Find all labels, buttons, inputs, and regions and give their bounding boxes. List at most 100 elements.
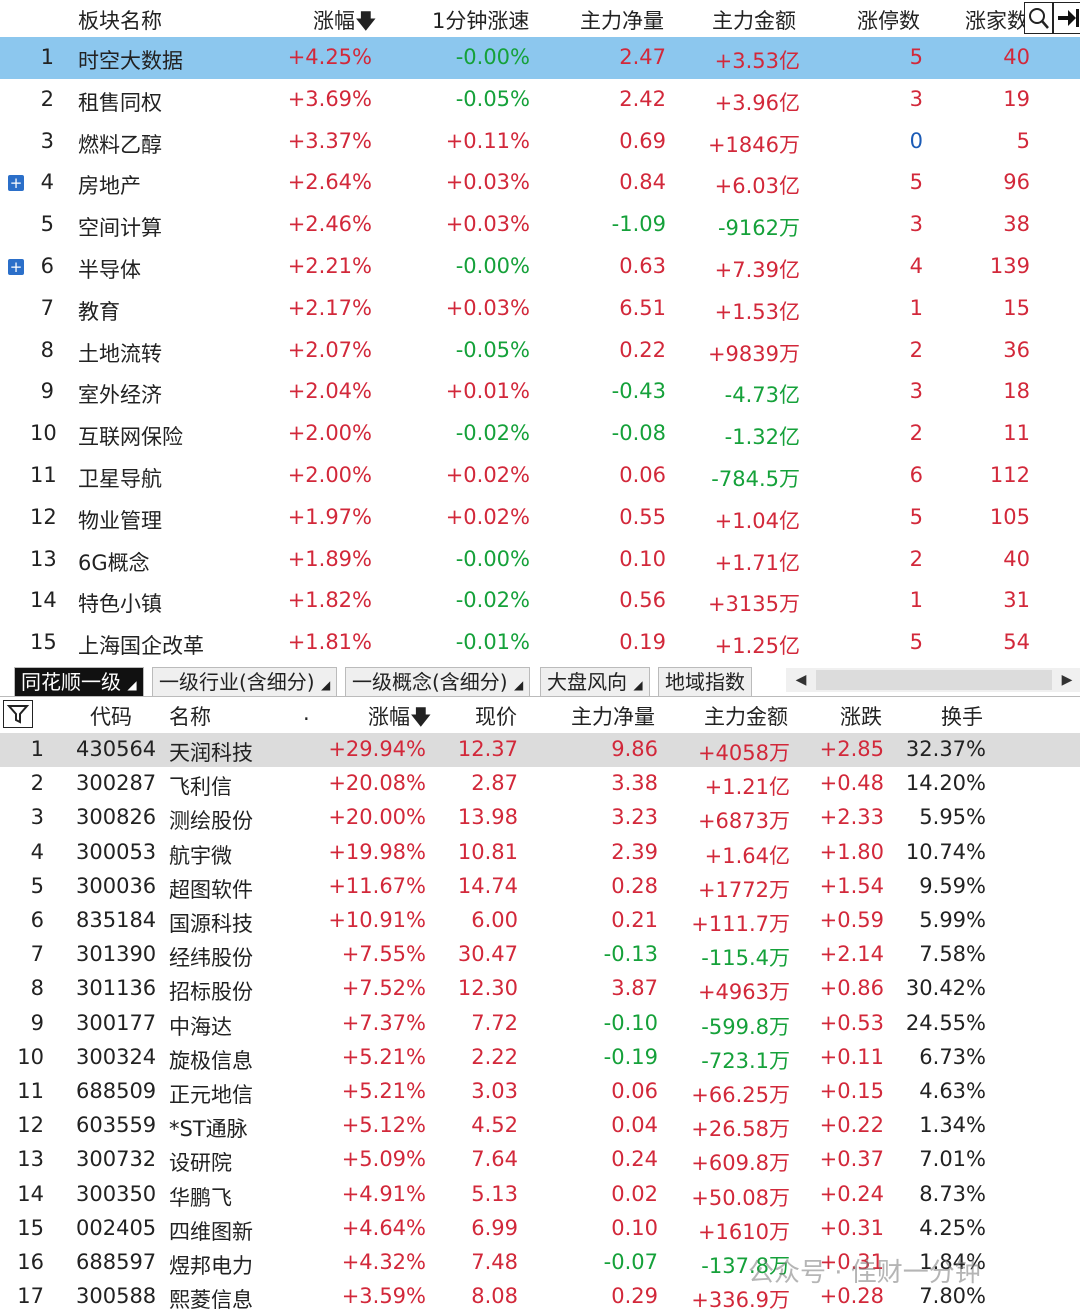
stock-row[interactable]: 5 300036 超图软件 +11.67% 14.74 0.28 +1772万 +1.54 9.… (0, 870, 1080, 904)
scrollbar-thumb[interactable] (816, 670, 1052, 690)
col-header-amount[interactable]: 主力金额 (704, 705, 788, 729)
stock-row[interactable]: 1 430564 天润科技 +29.94% 12.37 9.86 +4058万 +2.85 32… (0, 733, 1080, 767)
limitup-count: 3 (909, 379, 923, 404)
filter-button[interactable] (3, 700, 33, 728)
change-pct: +20.08% (328, 771, 426, 796)
speed-pct: +0.01% (445, 379, 530, 404)
net-volume: -0.10 (603, 1010, 658, 1035)
col-header-sector-name[interactable]: 板块名称 (78, 9, 162, 33)
net-amount: -599.8万 (701, 1014, 790, 1039)
stock-row[interactable]: 2 300287 飞利信 +20.08% 2.87 3.38 +1.21亿 +0.48 14.2… (0, 767, 1080, 801)
sector-row[interactable]: 14 特色小镇 +1.82% -0.02% 0.56 +3135万 1 31 (0, 580, 1080, 622)
stock-row[interactable]: 17 300588 熙菱信息 +3.59% 8.08 0.29 +336.9万 +0.28 7.… (0, 1280, 1080, 1314)
stock-row[interactable]: 9 300177 中海达 +7.37% 7.72 -0.10 -599.8万 +0.53 24.… (0, 1007, 1080, 1041)
sector-row[interactable]: 2 租售同权 +3.69% -0.05% 2.42 +3.96亿 3 19 (0, 79, 1080, 121)
col-header-limitup[interactable]: 涨停数 (857, 9, 920, 33)
col-header-net[interactable]: 主力净量 (571, 705, 655, 729)
sector-row[interactable]: 5 空间计算 +2.46% +0.03% -1.09 -9162万 3 38 (0, 204, 1080, 246)
col-header-price[interactable]: 现价 (475, 705, 517, 729)
tab-level1-concept[interactable]: 一级概念(含细分) ◢ (345, 667, 531, 696)
net-amount: -4.73亿 (724, 383, 800, 408)
row-index: 1 (30, 737, 44, 761)
col-header-net[interactable]: 主力净量 (580, 9, 664, 33)
expand-plus-icon[interactable]: + (8, 258, 24, 276)
up-count: 18 (1003, 379, 1030, 404)
stock-row[interactable]: 15 002405 四维图新 +4.64% 6.99 0.10 +1610万 +0.31 4.2… (0, 1212, 1080, 1246)
turnover: 5.99% (919, 908, 986, 932)
sector-row[interactable]: 12 物业管理 +1.97% +0.02% 0.55 +1.04亿 5 105 (0, 497, 1080, 539)
stock-name: *ST通脉 (169, 1117, 248, 1142)
stock-row[interactable]: 7 301390 经纬股份 +7.55% 30.47 -0.13 -115.4万 +2.14 7… (0, 938, 1080, 972)
expand-panel-button[interactable] (1053, 2, 1080, 34)
col-header-name[interactable]: 名称 (169, 705, 211, 729)
sector-row[interactable]: 13 6G概念 +1.89% -0.00% 0.10 +1.71亿 2 40 (0, 539, 1080, 581)
change-pct: +5.12% (341, 1113, 426, 1138)
search-button[interactable] (1024, 2, 1053, 34)
stock-row[interactable]: 14 300350 华鹏飞 +4.91% 5.13 0.02 +50.08万 +0.24 8.7… (0, 1178, 1080, 1212)
row-index: 6 (40, 254, 54, 278)
sector-row[interactable]: 9 室外经济 +2.04% +0.01% -0.43 -4.73亿 3 18 (0, 371, 1080, 413)
sector-row[interactable]: 1 时空大数据 +4.25% -0.00% 2.47 +3.53亿 5 40 (0, 37, 1080, 79)
limitup-count: 1 (909, 588, 923, 613)
change-pct: +1.82% (287, 588, 372, 613)
col-header-diff[interactable]: 涨跌 (840, 705, 882, 729)
sector-row[interactable]: 15 上海国企改革 +1.81% -0.01% 0.19 +1.25亿 5 54 (0, 622, 1080, 664)
tab-scrollbar[interactable]: ◀ ▶ (786, 668, 1080, 692)
stock-name: 熙菱信息 (169, 1288, 253, 1313)
stock-row[interactable]: 10 300324 旋极信息 +5.21% 2.22 -0.19 -723.1万 +0.11 6… (0, 1041, 1080, 1075)
sector-row[interactable]: 7 教育 +2.17% +0.03% 6.51 +1.53亿 1 15 (0, 288, 1080, 330)
tab-dropdown-icon: ◢ (127, 678, 137, 692)
change-amount: +2.33 (819, 805, 884, 830)
net-amount: +336.9万 (691, 1288, 790, 1313)
col-header-code[interactable]: 代码 (90, 705, 132, 729)
row-index: 7 (30, 942, 44, 967)
tab-region-index[interactable]: 地域指数 (658, 667, 752, 696)
col-header-amount[interactable]: 主力金额 (712, 9, 796, 33)
stock-row[interactable]: 3 300826 测绘股份 +20.00% 13.98 3.23 +6873万 +2.33 5.… (0, 801, 1080, 835)
tab-level1-industry[interactable]: 一级行业(含细分) ◢ (152, 667, 338, 696)
sector-name: 时空大数据 (78, 49, 183, 73)
sector-row[interactable]: 3 燃料乙醇 +3.37% +0.11% 0.69 +1846万 0 5 (0, 121, 1080, 163)
change-pct: +7.37% (341, 1010, 426, 1035)
stock-row[interactable]: 16 688597 煜邦电力 +4.32% 7.48 -0.07 -137.8万 +0.31 1… (0, 1246, 1080, 1280)
sector-row[interactable]: +4 房地产 +2.64% +0.03% 0.84 +6.03亿 5 96 (0, 162, 1080, 204)
turnover: 32.37% (905, 737, 986, 761)
sector-row[interactable]: 8 土地流转 +2.07% -0.05% 0.22 +9839万 2 36 (0, 330, 1080, 372)
stock-code: 300350 (76, 1181, 157, 1206)
sector-row[interactable]: +6 半导体 +2.21% -0.00% 0.63 +7.39亿 4 139 (0, 246, 1080, 288)
col-header-upcount[interactable]: 涨家数 (965, 9, 1028, 33)
sector-name: 互联网保险 (78, 425, 183, 450)
limitup-count: 5 (909, 504, 923, 529)
change-amount: +0.37 (819, 1147, 884, 1172)
up-count: 5 (1016, 128, 1030, 153)
sector-row[interactable]: 11 卫星导航 +2.00% +0.02% 0.06 -784.5万 6 112 (0, 455, 1080, 497)
tab-label: 一级概念(含细分) (352, 670, 508, 694)
filter-icon (6, 705, 30, 724)
stock-row[interactable]: 11 688509 正元地信 +5.21% 3.03 0.06 +66.25万 +0.15 4.… (0, 1075, 1080, 1109)
stock-row[interactable]: 8 301136 招标股份 +7.52% 12.30 3.87 +4963万 +0.86 30.… (0, 972, 1080, 1006)
tab-market-trend[interactable]: 大盘风向 ◢ (540, 667, 650, 696)
net-amount: +26.58万 (691, 1117, 790, 1142)
col-header-turnover[interactable]: 换手 (941, 705, 983, 729)
sector-row[interactable]: 10 互联网保险 +2.00% -0.02% -0.08 -1.32亿 2 11 (0, 413, 1080, 455)
scroll-left-icon[interactable]: ◀ (795, 672, 807, 688)
stock-row[interactable]: 12 603559 *ST通脉 +5.12% 4.52 0.04 +26.58万 +0.22 1… (0, 1109, 1080, 1143)
net-volume: 0.04 (611, 1113, 658, 1138)
stock-row[interactable]: 6 835184 国源科技 +10.91% 6.00 0.21 +111.7万 +0.59 5.… (0, 904, 1080, 938)
change-pct: +2.64% (287, 170, 372, 195)
scroll-right-icon[interactable]: ▶ (1061, 672, 1073, 688)
net-amount: +3135万 (707, 592, 800, 617)
stock-row[interactable]: 4 300053 航宇微 +19.98% 10.81 2.39 +1.64亿 +1.80 10.… (0, 836, 1080, 870)
expand-plus-icon[interactable]: + (8, 174, 24, 193)
net-volume: -0.13 (603, 942, 658, 967)
col-header-speed[interactable]: 1分钟涨速 (432, 9, 530, 33)
col-header-change[interactable]: 涨幅🡇 (368, 701, 432, 738)
row-index: 10 (30, 421, 57, 446)
limitup-count: 6 (909, 463, 923, 487)
stock-row[interactable]: 13 300732 设研院 +5.09% 7.64 0.24 +609.8万 +0.37 7.0… (0, 1143, 1080, 1177)
col-header-change[interactable]: 涨幅🡇 (313, 5, 377, 42)
row-index: 11 (30, 463, 57, 487)
watermark: 公众号 · 佳财一分钟 (748, 1258, 981, 1288)
tab-ths-level1[interactable]: 同花顺一级 ◢ (14, 667, 144, 696)
stock-name: 华鹏飞 (169, 1185, 232, 1210)
